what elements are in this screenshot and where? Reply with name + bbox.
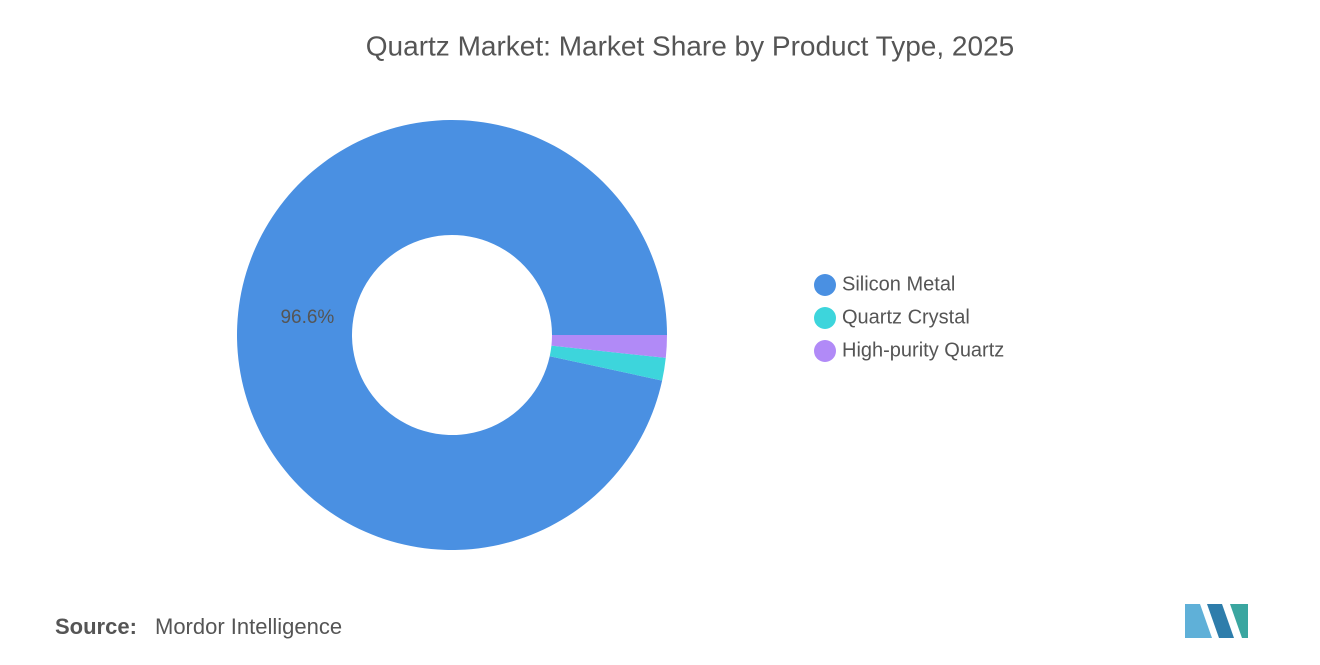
- source: Mordor Intelligence: [155, 614, 342, 639]
- legend-marker: [814, 274, 836, 296]
- legend-label: High-purity Quartz: [842, 339, 1004, 361]
- logo: [1185, 604, 1248, 638]
- legend-label: Quartz Crystal: [842, 306, 970, 328]
- legend-marker: [814, 307, 836, 329]
- legend-label: Silicon Metal: [842, 273, 955, 295]
- slice: [551, 335, 667, 358]
- chart-title: Quartz Market: Market Share by Product T…: [366, 30, 1014, 61]
- slice: [549, 345, 666, 381]
- value-label: 96.6%: [280, 307, 334, 328]
- slice: [237, 120, 667, 551]
- legend-marker: [814, 340, 836, 362]
- source-label: Source:: [55, 614, 137, 639]
